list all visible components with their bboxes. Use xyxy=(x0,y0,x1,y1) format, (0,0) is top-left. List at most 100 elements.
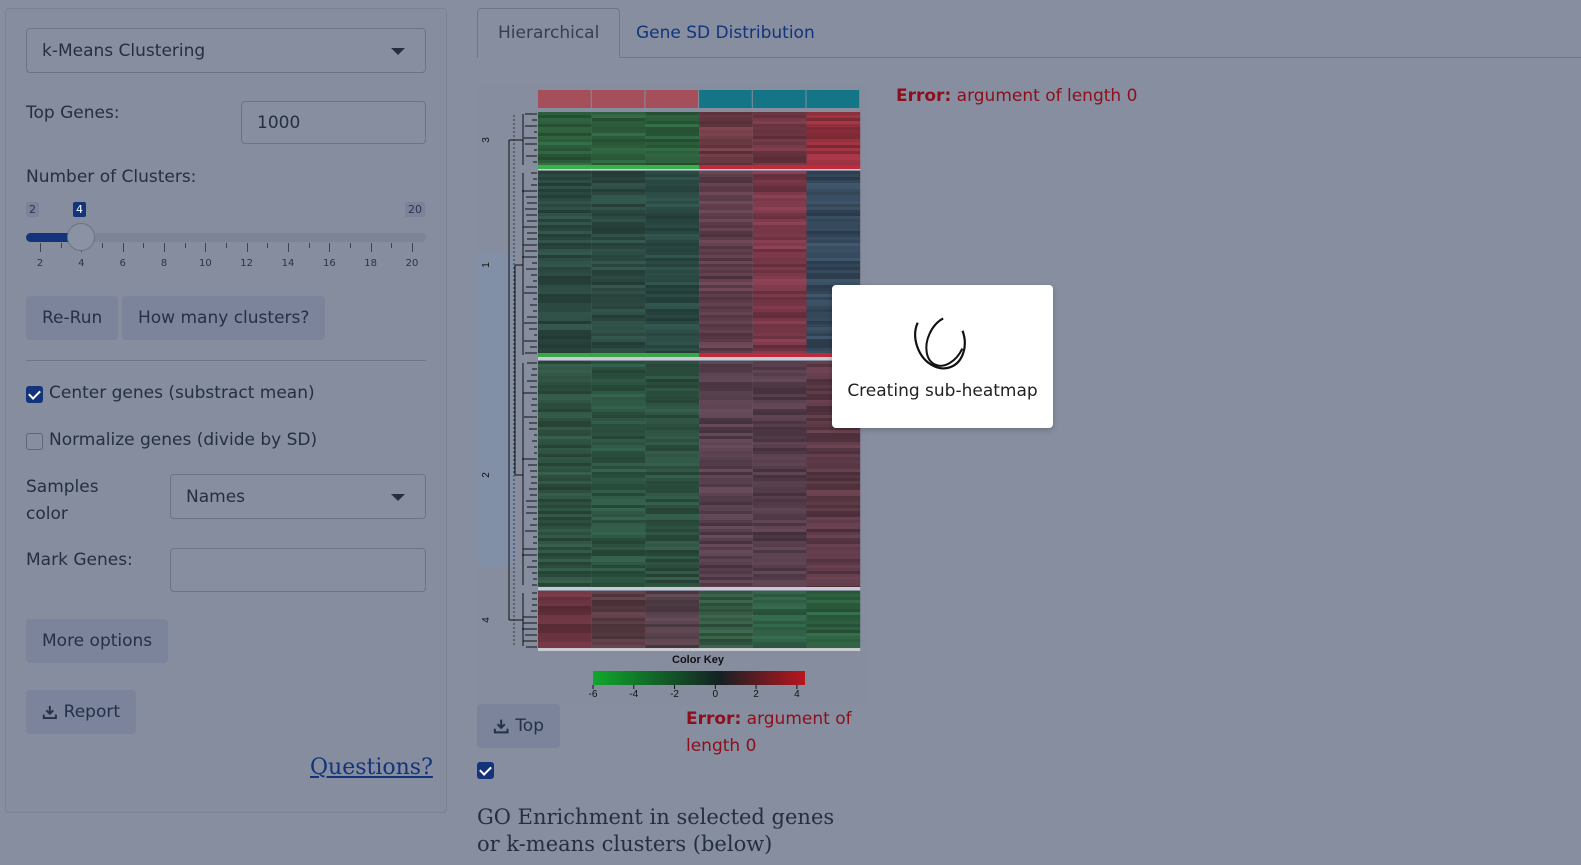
heatmap-cell xyxy=(538,148,592,151)
heatmap-cell xyxy=(752,273,807,276)
clustering-method-select[interactable]: k-Means Clustering xyxy=(26,28,426,73)
top-genes-input[interactable]: 1000 xyxy=(241,101,426,144)
heatmap-cell xyxy=(752,252,807,255)
heatmap-cell xyxy=(538,382,592,385)
heatmap-cell xyxy=(806,511,861,514)
heatmap-cell xyxy=(806,472,861,475)
heatmap-cell xyxy=(806,600,861,603)
heatmap-cell xyxy=(699,499,753,502)
heatmap-cell xyxy=(645,424,700,427)
heatmap-cell xyxy=(645,225,700,228)
heatmap-cell xyxy=(806,448,861,451)
heatmap-cell xyxy=(806,204,861,207)
cluster-slider-handle[interactable] xyxy=(67,223,95,251)
heatmap-cell xyxy=(538,339,592,342)
heatmap-cell xyxy=(752,427,807,430)
heatmap-cell xyxy=(591,430,646,433)
heatmap-cell xyxy=(752,198,807,201)
heatmap-cell xyxy=(591,240,646,243)
heatmap-cell xyxy=(806,541,861,544)
heatmap-cell xyxy=(645,373,700,376)
center-genes-checkbox[interactable] xyxy=(26,386,43,403)
heatmap-cell xyxy=(806,591,861,594)
heatmap-cell xyxy=(752,376,807,379)
heatmap-cell xyxy=(591,201,646,204)
heatmap-cell xyxy=(591,472,646,475)
heatmap-cell xyxy=(699,145,753,148)
heatmap-cell xyxy=(538,112,592,115)
error-prefix: Error: xyxy=(896,86,952,106)
heatmap-cell xyxy=(645,642,700,645)
heatmap-cell xyxy=(699,291,753,294)
mark-genes-input[interactable] xyxy=(170,548,426,592)
heatmap-cell xyxy=(538,309,592,312)
heatmap-cell xyxy=(699,550,753,553)
heatmap-cell xyxy=(538,612,592,615)
heatmap-cell xyxy=(538,183,592,186)
heatmap-cell xyxy=(699,538,753,541)
samples-color-select[interactable]: Names xyxy=(170,474,426,519)
heatmap-cell xyxy=(752,508,807,511)
heatmap-cell xyxy=(538,297,592,300)
heatmap-cell xyxy=(806,124,861,127)
enrichment-checkbox[interactable] xyxy=(477,762,494,779)
heatmap-cell xyxy=(645,124,700,127)
heatmap-cell xyxy=(806,231,861,234)
heatmap-cell xyxy=(752,559,807,562)
more-options-button[interactable]: More options xyxy=(26,619,169,663)
heatmap-cell xyxy=(806,529,861,532)
questions-link[interactable]: Questions? xyxy=(310,755,433,780)
heatmap-cell xyxy=(752,418,807,421)
heatmap-cell xyxy=(591,388,646,391)
heatmap-cell xyxy=(645,303,700,306)
cluster-slider-track[interactable] xyxy=(26,233,426,242)
rerun-button[interactable]: Re-Run xyxy=(26,296,119,340)
heatmap-cell xyxy=(591,300,646,303)
heatmap-cell xyxy=(538,469,592,472)
heatmap-cell xyxy=(752,145,807,148)
heatmap-cell xyxy=(591,112,646,115)
heatmap-cell xyxy=(538,115,592,118)
report-button[interactable]: Report xyxy=(26,690,136,734)
heatmap-cell xyxy=(752,511,807,514)
heatmap-cell xyxy=(699,645,753,648)
heatmap-cell xyxy=(752,240,807,243)
heatmap-cell xyxy=(752,133,807,136)
heatmap-cell xyxy=(591,520,646,523)
tab-hierarchical[interactable]: Hierarchical xyxy=(477,8,621,58)
heatmap-cell xyxy=(591,121,646,124)
tab-gene-sd-distribution[interactable]: Gene SD Distribution xyxy=(636,23,815,43)
heatmap-svg[interactable]: 3 1 2 4 Color Key -6 -4 -2 0 2 4 xyxy=(477,85,867,705)
heatmap-cell xyxy=(645,469,700,472)
heatmap-cell xyxy=(806,633,861,636)
heatmap-cell xyxy=(645,621,700,624)
heatmap-cell xyxy=(538,213,592,216)
how-many-clusters-button[interactable]: How many clusters? xyxy=(122,296,326,340)
heatmap-cell xyxy=(699,591,753,594)
heatmap-cell xyxy=(806,618,861,621)
heatmap-cell xyxy=(806,142,861,145)
top-download-button[interactable]: Top xyxy=(477,704,560,748)
heatmap-cell xyxy=(752,177,807,180)
heatmap-cell xyxy=(752,603,807,606)
heatmap-cell xyxy=(699,421,753,424)
heatmap-cell xyxy=(645,351,700,354)
slider-tick-label: 8 xyxy=(160,258,168,269)
heatmap-cell xyxy=(538,618,592,621)
heatmap-cell xyxy=(538,642,592,645)
heatmap-cell xyxy=(699,433,753,436)
heatmap-cell xyxy=(645,186,700,189)
heatmap-cell xyxy=(538,478,592,481)
heatmap-cell xyxy=(752,303,807,306)
heatmap-cell xyxy=(591,315,646,318)
heatmap-cell xyxy=(699,243,753,246)
heatmap-cell xyxy=(699,118,753,121)
heatmap-cell xyxy=(752,520,807,523)
heatmap-cell xyxy=(591,327,646,330)
heatmap-cell xyxy=(538,609,592,612)
heatmap-cell xyxy=(645,163,700,166)
heatmap-cell xyxy=(752,621,807,624)
slider-tick xyxy=(164,243,165,252)
heatmap-cell xyxy=(699,324,753,327)
normalize-genes-checkbox[interactable] xyxy=(26,433,43,450)
